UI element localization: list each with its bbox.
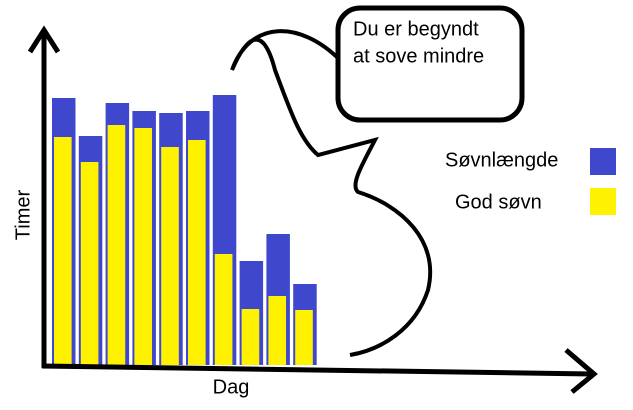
x-axis-label: Dag — [213, 376, 250, 398]
bubble-tail — [230, 29, 433, 357]
annotation: at sove mindre — [353, 45, 484, 67]
legend-swatch — [590, 148, 616, 175]
overlay-bar — [188, 140, 206, 365]
overlay-bar — [80, 162, 99, 365]
x-axis-arrow — [564, 348, 598, 394]
overlay-bar — [214, 254, 233, 365]
overlay-bar — [107, 125, 126, 365]
x-axis — [41, 363, 593, 377]
overlay-bar — [268, 296, 287, 365]
overlay-bar — [161, 147, 179, 365]
overlay-bar — [241, 309, 260, 365]
overlay-bar — [54, 137, 72, 365]
legend-label: Søvnlængde — [445, 149, 558, 171]
y-axis-label: Timer — [12, 189, 34, 240]
annotation: Du er begyndt — [353, 18, 479, 40]
overlay-bar — [134, 128, 153, 365]
overlay-bar — [295, 310, 313, 365]
legend-label: God søvn — [455, 191, 542, 213]
y-axis-arrow — [27, 25, 61, 54]
speech-bubble — [335, 5, 525, 123]
legend-swatch — [590, 188, 616, 215]
